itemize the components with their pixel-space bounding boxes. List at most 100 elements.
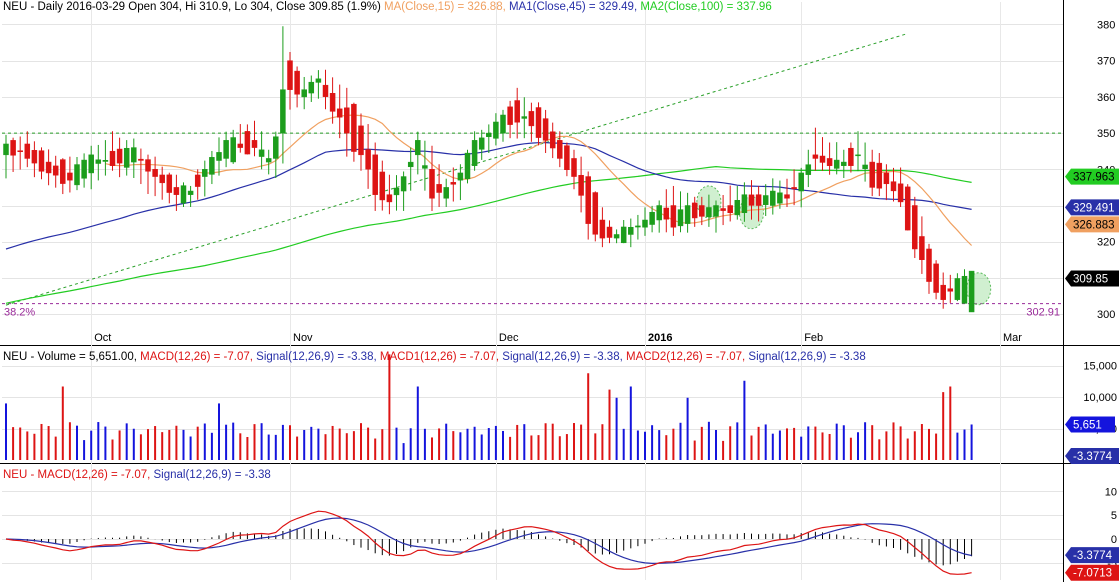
price-legend-item: MA2(Close,100) = 337.96 [637, 1, 772, 13]
volume-legend-item: MACD(12,26) = -7.07, [137, 351, 253, 363]
price-tick-label: 380 [1097, 19, 1115, 31]
candle-body [684, 205, 691, 224]
candle-body [422, 165, 428, 169]
value-badge-shape [1065, 168, 1119, 185]
volume-legend-item: NEU - Volume = 5,651.00, [3, 351, 137, 363]
candle-body [734, 199, 741, 216]
candle-body [3, 143, 9, 156]
candle-body [954, 278, 961, 300]
candle-body [919, 236, 925, 260]
candle-body [961, 275, 968, 304]
candle-body [251, 140, 258, 148]
macd-line [5, 510, 972, 575]
candle-body [202, 169, 208, 177]
x-axis-label: Feb [804, 332, 823, 344]
candle-body [280, 89, 286, 134]
price-marks [2, 26, 1063, 313]
candle-body [109, 150, 116, 166]
volume-legend-item: Signal(12,26,9) = -3.38, [499, 351, 623, 363]
candle-body [748, 194, 755, 206]
value-badge-label: -3.3774 [1073, 550, 1113, 562]
candle-body [926, 248, 932, 282]
macd-tick-label: 0 [1111, 534, 1117, 546]
candle-body [585, 176, 591, 224]
candle-body [791, 187, 797, 190]
candle-body [365, 149, 371, 170]
volume-legend-item: Signal(12,26,9) = -3.38, [253, 351, 377, 363]
candle-body [493, 121, 499, 139]
candle-body [656, 205, 662, 221]
candle-body [400, 176, 407, 192]
candle-body [471, 140, 478, 166]
candle-body [535, 107, 542, 138]
macd-marks [5, 510, 973, 575]
candle-body [592, 192, 599, 235]
candle-body [599, 219, 606, 239]
candle-body [52, 165, 59, 176]
candle-body [116, 148, 123, 164]
candle-body [912, 205, 918, 250]
value-badge-shape [1065, 564, 1119, 581]
x-axis-label: Oct [94, 332, 111, 344]
candle-body [812, 154, 819, 159]
value-badge: 5,651 [1065, 416, 1115, 433]
volume-tick-label: 15,000 [1083, 361, 1117, 373]
candle-body [777, 192, 783, 204]
value-badge-shape [1065, 216, 1119, 233]
value-badge-shape [1065, 547, 1119, 564]
candle-body [443, 187, 449, 199]
candle-body [755, 194, 762, 206]
x-axis-label: Mar [1003, 332, 1022, 344]
candle-body [216, 152, 222, 161]
candle-body [393, 187, 400, 196]
candle-body [933, 263, 939, 293]
value-badge-label: -7.0713 [1073, 568, 1112, 580]
macd-tick-label: 10 [1105, 486, 1117, 498]
candle-body [564, 145, 570, 171]
candle-body [741, 194, 748, 214]
candle-body [60, 159, 66, 184]
value-badge-shape [1065, 199, 1119, 216]
candle-body [223, 140, 229, 159]
value-badge-label: 326.883 [1073, 219, 1115, 231]
macd-legend-item: Signal(12,26,9) = -3.38 [150, 469, 271, 481]
candle-body [890, 181, 897, 192]
candle-body [883, 172, 890, 185]
candle-body [699, 205, 705, 217]
candle-body [549, 131, 556, 149]
candle-body [819, 155, 826, 163]
candle-body [869, 161, 875, 188]
candle-body [407, 161, 414, 168]
candle-body [358, 125, 364, 156]
fibonacci-value-label: 302.91 [1026, 307, 1060, 319]
value-badge: 329.491 [1065, 199, 1119, 216]
value-badge: 337.963 [1065, 168, 1119, 185]
candle-body [88, 154, 94, 174]
candle-body [670, 205, 677, 228]
candle-body [258, 149, 265, 157]
price-legend-item: NEU - Daily 2016-03-29 Open 304, Hi 310.… [3, 1, 381, 13]
candle-body [663, 207, 670, 220]
candle-body [315, 78, 322, 83]
value-badge: -3.3774 [1065, 547, 1119, 564]
candle-body [329, 93, 336, 112]
candle-body [897, 183, 904, 203]
price-tick-label: 350 [1097, 128, 1115, 140]
candle-body [415, 140, 421, 156]
candle-body [436, 184, 442, 193]
candle-body [713, 205, 719, 217]
candle-body [947, 288, 954, 292]
value-badge-shape [1065, 416, 1115, 433]
x-axis-label: Dec [499, 332, 519, 344]
x-axis-label: Nov [293, 332, 313, 344]
candle-body [478, 137, 485, 150]
candle-body [620, 226, 627, 244]
value-badge-label: 329.491 [1073, 202, 1115, 214]
candle-body [649, 211, 655, 225]
candle-body [145, 159, 151, 172]
candle-body [798, 172, 804, 192]
candle-body [81, 159, 87, 179]
candle-body [628, 226, 634, 235]
macd-legend: NEU - MACD(12,26) = -7.07, Signal(12,26,… [3, 469, 271, 481]
